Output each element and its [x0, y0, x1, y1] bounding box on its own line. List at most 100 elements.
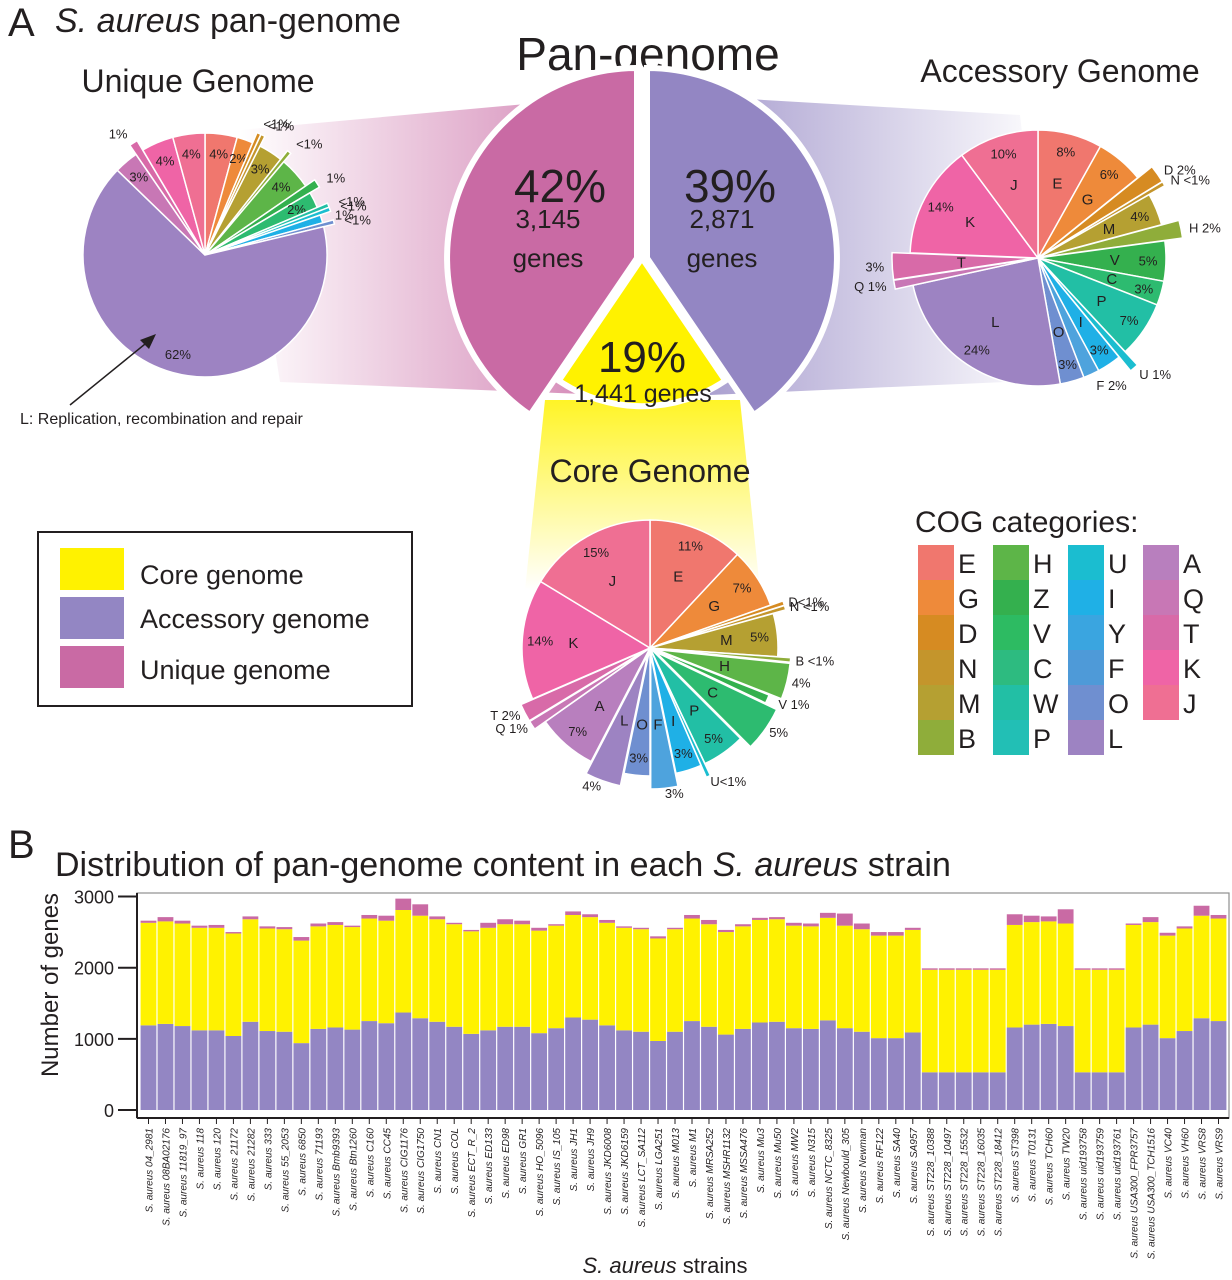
- bar-unique-genome: [955, 968, 972, 970]
- bar-core-genome: [429, 919, 446, 1022]
- bar-core-genome: [955, 969, 972, 1073]
- slice-label-o: 3%: [1058, 357, 1077, 372]
- bar-accessory-genome: [870, 1038, 887, 1110]
- bar-accessory-genome: [955, 1072, 972, 1110]
- panel-a-title-rest: pan-genome: [201, 2, 401, 40]
- unique-unit: genes: [513, 243, 584, 273]
- bar-accessory-genome: [819, 1020, 836, 1110]
- bar-accessory-genome: [752, 1022, 768, 1110]
- bar-accessory-genome: [701, 1026, 717, 1110]
- x-tick-label: S. aureus C160: [365, 1128, 376, 1198]
- bar-core-genome: [1108, 969, 1125, 1073]
- bar-core-genome: [1040, 921, 1057, 1024]
- x-tick-label: S. aureus Bmb9393: [331, 1128, 342, 1217]
- slice-letter-o: O: [636, 716, 648, 733]
- x-tick-label: S. aureus RF122: [875, 1128, 886, 1204]
- bar-core-genome: [684, 918, 700, 1022]
- bar-unique-genome: [650, 936, 666, 939]
- bar-core-genome: [701, 924, 717, 1027]
- slice-label-c: <1%: [339, 194, 366, 209]
- panel-a-letter: A: [8, 1, 35, 45]
- bar-core-genome: [276, 929, 293, 1032]
- slice-label-j: 4%: [182, 146, 201, 161]
- unique-pct: 42%: [514, 160, 606, 212]
- slice-label-l: 62%: [165, 347, 191, 362]
- bar-core-genome: [650, 938, 666, 1041]
- cog-letter-h: H: [1033, 549, 1053, 579]
- slice-u: [1040, 260, 1139, 372]
- bar-accessory-genome: [582, 1019, 598, 1110]
- slice-label-k: 14%: [527, 634, 553, 649]
- bar-unique-genome: [1057, 909, 1074, 924]
- bar-axes: 0 1000 2000 3000: [74, 888, 1229, 1121]
- bar-core-genome: [412, 915, 429, 1019]
- bar-core-genome: [735, 926, 751, 1029]
- bar-unique-genome: [989, 968, 1006, 970]
- bar-core-genome: [157, 921, 174, 1024]
- bar-unique-genome: [735, 924, 751, 927]
- slice-label-q: 3%: [129, 170, 148, 185]
- slice-letter-a: A: [594, 698, 604, 715]
- bar-accessory-genome: [344, 1029, 361, 1110]
- bar-unique-genome: [208, 924, 225, 928]
- slice-label-h: H 2%: [1189, 221, 1221, 236]
- bar-unique-genome: [701, 919, 717, 925]
- bar-unique-genome: [1176, 926, 1193, 929]
- bar-unique-genome: [1006, 914, 1023, 925]
- x-tick-label: S. aureus SA957: [909, 1128, 920, 1204]
- cog-swatch-g: [918, 580, 954, 615]
- bar-accessory-genome: [514, 1026, 531, 1110]
- x-tick-label: S. aureus Newbould_305: [841, 1128, 852, 1241]
- accessory-count: 2,871: [689, 204, 754, 234]
- accessory-genome-title: Accessory Genome: [920, 53, 1199, 89]
- bar-unique-genome: [1023, 915, 1040, 923]
- slice-label-n: N <1%: [790, 599, 830, 614]
- slice-letter-k: K: [568, 635, 578, 652]
- x-tick-label: S. aureus USA300_TCH1516: [1147, 1128, 1158, 1260]
- slice-label-d: D 2%: [1164, 162, 1196, 177]
- bar-unique-genome: [327, 922, 344, 925]
- cog-letter-i: I: [1108, 584, 1116, 614]
- bar-unique-genome: [718, 929, 734, 933]
- slice-e: [649, 519, 739, 650]
- x-tick-label: S. aureus LGA251: [654, 1128, 665, 1210]
- x-tick-label: S. aureus N315: [807, 1128, 818, 1198]
- x-tick-label: S. aureus ST228_16035: [977, 1128, 988, 1237]
- x-tick-label: S. aureus 21282: [246, 1128, 257, 1202]
- slice-letter-h: H: [719, 658, 730, 675]
- legend: Core genome Accessory genome Unique geno…: [37, 531, 413, 707]
- x-tick-label: S. aureus SA40: [892, 1128, 903, 1198]
- pan-genome-pie: [444, 64, 840, 420]
- bar-core-genome: [480, 927, 497, 1031]
- cog-swatch-o: [1068, 685, 1104, 720]
- bar-accessory-genome: [225, 1036, 242, 1110]
- x-tick-label: S. aureus CIG1750: [416, 1128, 427, 1214]
- x-tick-label: S. aureus ST228_15532: [960, 1128, 971, 1237]
- slice-f: [649, 654, 679, 790]
- bar-accessory-genome: [684, 1021, 700, 1110]
- cog-letter-f: F: [1108, 654, 1125, 684]
- cog-letter-a: A: [1183, 549, 1201, 579]
- slice-label-p: 7%: [1120, 313, 1139, 328]
- bar-accessory-genome: [921, 1072, 938, 1110]
- bar-accessory-genome: [531, 1033, 548, 1110]
- bar-unique-genome: [480, 922, 497, 928]
- slice-t: [891, 251, 1035, 281]
- x-tick-label: S. aureus uid193759: [1096, 1128, 1107, 1221]
- bar-unique-genome: [446, 922, 463, 925]
- slice-label-i: 1%: [335, 208, 354, 223]
- bar-accessory-genome: [650, 1040, 666, 1110]
- bar-core-genome: [870, 935, 887, 1039]
- slice-letter-i: I: [1079, 314, 1083, 331]
- bar-unique-genome: [395, 898, 412, 910]
- bar-unique-genome: [769, 917, 785, 920]
- cog-swatch-e: [918, 545, 954, 580]
- slice-letter-l: L: [620, 712, 628, 729]
- x-tick-label: S. aureus 333: [263, 1128, 274, 1191]
- slice-label-e: 11%: [678, 539, 703, 554]
- accessory-genome-pie: E 8% G 6% D 2%N <1% M 4% H 2% V 5% C 3% P 7% U 1% I 3% F …: [854, 129, 1221, 393]
- bar-core-genome: [582, 917, 598, 1020]
- slice-label-m: 5%: [750, 630, 769, 645]
- bar-core-genome: [819, 917, 836, 1021]
- cog-letter-z: Z: [1033, 584, 1050, 614]
